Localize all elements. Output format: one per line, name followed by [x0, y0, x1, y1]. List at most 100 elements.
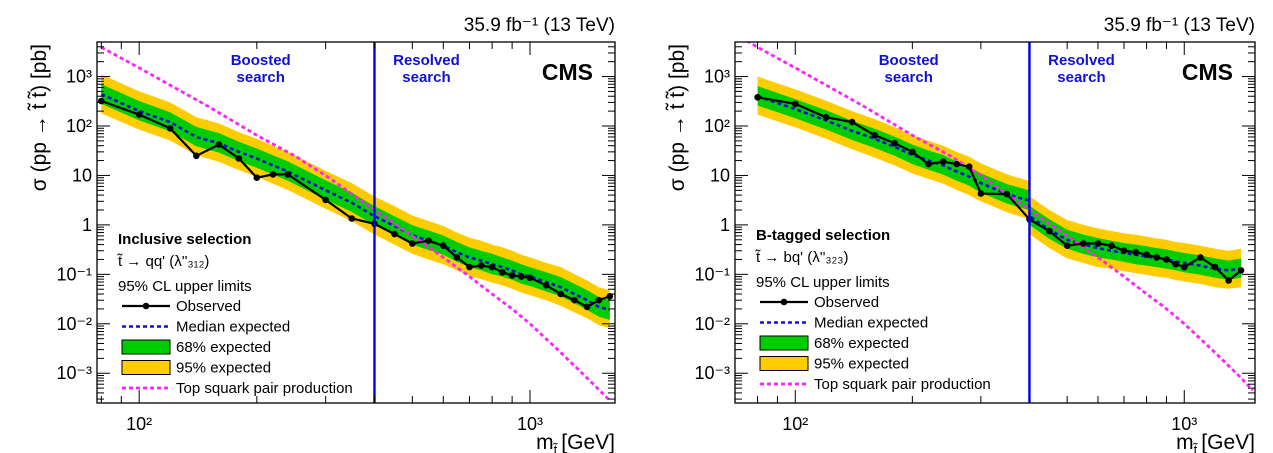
- left-observed-point: [409, 240, 416, 247]
- right-observed-point: [1211, 263, 1219, 271]
- right-legend-label-theory: Top squark pair production: [814, 376, 991, 393]
- left-observed-point: [542, 282, 550, 289]
- left-x-axis-title-unit: [GeV]: [561, 431, 615, 453]
- left-y-tick-label: 1: [82, 215, 92, 235]
- left-theory-line: [100, 46, 611, 402]
- right-frame: [734, 41, 1256, 404]
- left-legend-label-observed: Observed: [176, 298, 241, 315]
- left-observed-point: [508, 272, 516, 279]
- left-x-tick-label: 10²: [126, 414, 152, 434]
- right-observed-point: [822, 114, 830, 121]
- left-observed-point: [477, 262, 485, 269]
- right-observed-point: [953, 160, 960, 168]
- left-observed-point: [215, 141, 223, 148]
- right-observed-point: [1172, 260, 1179, 268]
- right-x-axis-title-unit: [GeV]: [1201, 431, 1255, 453]
- left-observed-point: [425, 237, 432, 244]
- right-region-label-boosted-line2: search: [885, 69, 933, 86]
- left-y-tick-label: 10⁻¹: [56, 264, 92, 284]
- left-legend-decay: t̃ → qq' (λ''₃₁₂): [116, 253, 209, 270]
- right-observed-point: [848, 118, 856, 126]
- right-region-label-resolved-line2: search: [1057, 69, 1105, 86]
- left-observed-point: [235, 155, 243, 162]
- left-legend-symbol-observed: [122, 302, 170, 310]
- right-observed-point: [939, 158, 947, 165]
- left-legend-header: Inclusive selection: [118, 231, 251, 248]
- right-observed-point: [1197, 254, 1204, 261]
- right-experiment-label: CMS: [1182, 59, 1233, 85]
- right-region-label-boosted-line1: Boosted: [879, 52, 939, 69]
- left-region-label-resolved-line2: search: [402, 69, 450, 86]
- left-legend-label-band95: 95% expected: [176, 360, 271, 377]
- left-observed-point: [583, 303, 591, 311]
- left-observed-point: [557, 290, 565, 298]
- left-lumi-label: 35.9 fb⁻¹ (13 TeV): [464, 15, 615, 36]
- left-observed-point: [499, 269, 506, 276]
- right-observed-point: [925, 160, 932, 168]
- left-observed-point: [466, 263, 473, 271]
- right-observed-point: [792, 100, 799, 108]
- left-observed-point: [269, 171, 277, 178]
- left-observed-point: [606, 293, 614, 300]
- left-y-tick-label: 10⁻²: [56, 314, 92, 334]
- right-x-axis-title-sub: t̃: [1192, 442, 1198, 453]
- left-observed-point: [135, 111, 143, 118]
- left-x-axis-title: mt̃ [GeV]: [536, 431, 615, 453]
- right-y-tick-label: 1: [720, 215, 730, 235]
- left-observed-point: [453, 254, 461, 261]
- left-experiment-label: CMS: [542, 59, 593, 85]
- left-observed-point: [440, 242, 447, 249]
- right-observed-point: [1080, 240, 1087, 247]
- right-y-axis-title: σ (pp → t̃ t̃) [pb]: [666, 44, 689, 191]
- right-panel: 10⁻³ 10⁻² 10⁻¹ 1 10 10² 10³ 10² 10³ 35.9 fb⁻¹ (13…: [666, 15, 1256, 453]
- right-observed-point: [1237, 267, 1245, 274]
- left-panel: 10⁻³ 10⁻² 10⁻¹ 1 10 10² 10³ 10² 10³ 35.9 fb⁻¹ (13…: [28, 15, 616, 453]
- right-observed-point: [1120, 247, 1128, 254]
- right-legend-subheader: 95% CL upper limits: [756, 274, 890, 291]
- right-legend-symbol-observed: [760, 298, 808, 306]
- right-y-tick-label: 10⁻²: [694, 314, 730, 334]
- right-y-tick-label: 10²: [704, 116, 730, 136]
- left-observed-point: [166, 125, 174, 132]
- left-y-tick-label: 10: [72, 165, 92, 185]
- right-legend-label-observed: Observed: [814, 294, 879, 311]
- left-observed-point: [391, 230, 398, 238]
- left-observed-point: [526, 274, 534, 282]
- right-observed-point: [909, 148, 916, 156]
- right-observed-point: [1003, 190, 1011, 198]
- right-observed-point: [1153, 254, 1161, 261]
- left-observed-point: [571, 296, 578, 304]
- left-y-tick-label: 10⁻³: [56, 363, 92, 383]
- right-legend-label-band68: 68% expected: [814, 335, 909, 352]
- left-x-tick-label: 10³: [517, 414, 543, 434]
- left-observed-point: [348, 215, 356, 222]
- right-observed-point: [1132, 248, 1139, 256]
- right-theory-line: [746, 42, 1254, 392]
- left-observed-point: [595, 296, 603, 304]
- left-frame: [96, 41, 616, 404]
- left-observed-point: [488, 263, 496, 271]
- right-y-tick-label: 10⁻¹: [694, 264, 730, 284]
- right-observed-point: [1046, 227, 1053, 235]
- right-x-tick-label: 10²: [782, 414, 808, 434]
- right-y-tick-label: 10³: [704, 67, 730, 87]
- right-legend-header: B-tagged selection: [756, 227, 890, 244]
- left-legend-symbol-band95: [121, 360, 171, 375]
- right-observed-point: [1163, 256, 1170, 263]
- left-y-axis-title: σ (pp → t̃ t̃) [pb]: [28, 44, 51, 191]
- right-x-axis-title: mt̃ [GeV]: [1176, 431, 1255, 453]
- left-observed-point: [98, 97, 105, 105]
- left-region-label-boosted-line2: search: [237, 69, 285, 86]
- right-legend-label-band95: 95% expected: [814, 356, 909, 373]
- right-legend-label-median: Median expected: [814, 315, 928, 332]
- right-lumi-label: 35.9 fb⁻¹ (13 TeV): [1104, 15, 1255, 36]
- left-legend: Inclusive selection t̃ → qq' (λ''₃₁₂) 95% …: [116, 231, 352, 397]
- left-legend-label-band68: 68% expected: [176, 339, 271, 356]
- right-x-axis-title-main: m: [1176, 431, 1194, 453]
- left-legend-label-theory: Top squark pair production: [176, 380, 353, 397]
- right-legend: B-tagged selection t̃ → bq' (λ''₃₂₃) 95% C…: [754, 227, 990, 393]
- right-region-label-resolved-line1: Resolved: [1048, 52, 1115, 69]
- right-y-tick-label: 10⁻³: [694, 363, 730, 383]
- left-x-axis-title-sub: t̃: [552, 442, 558, 453]
